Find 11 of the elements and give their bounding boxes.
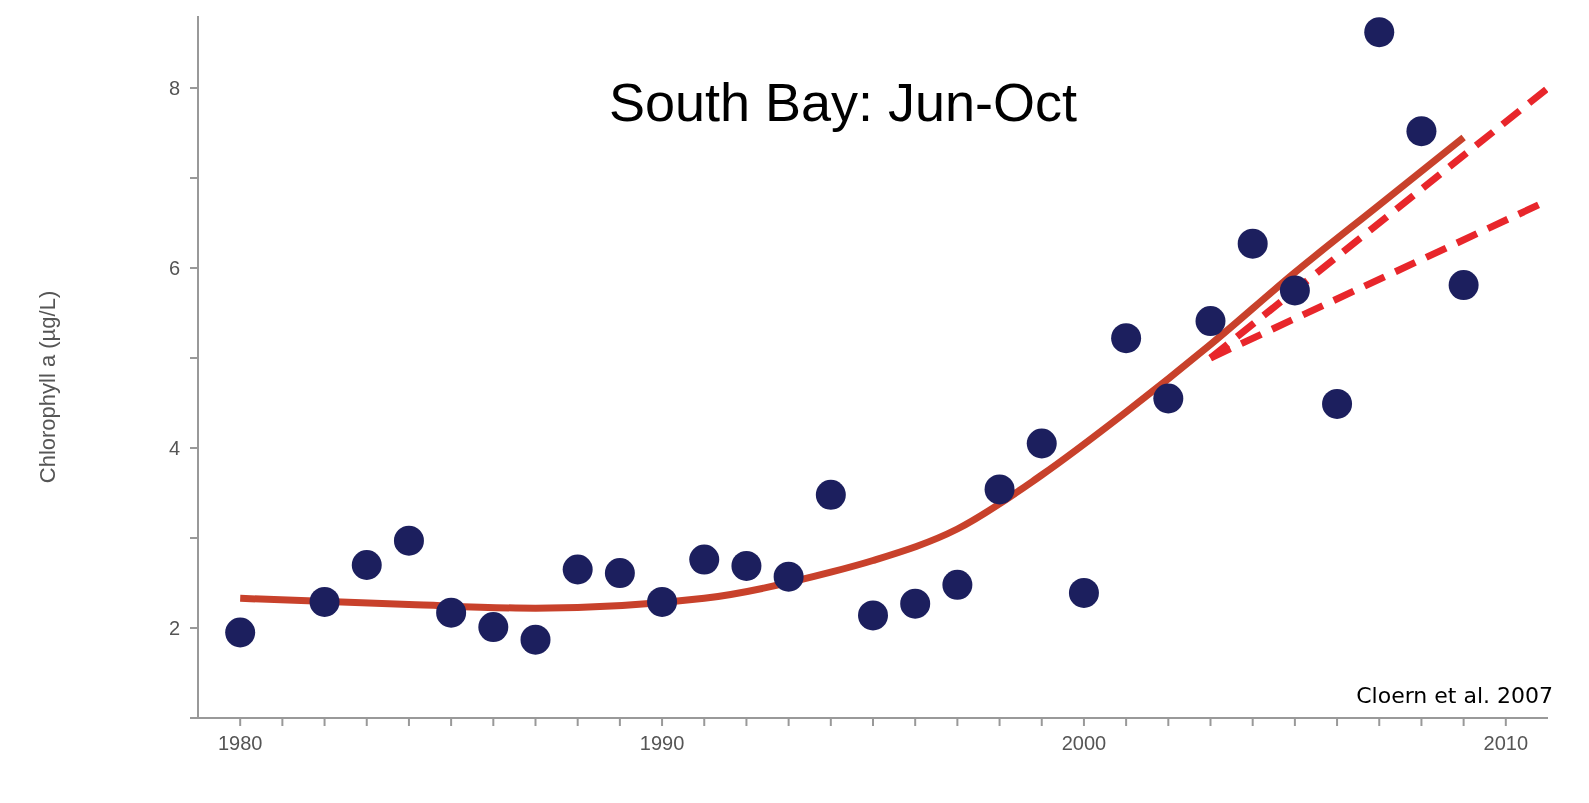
y-tick-label: 6 <box>168 257 180 279</box>
y-tick-label: 4 <box>168 437 180 459</box>
x-tick-label: 1990 <box>639 732 685 754</box>
x-tick-label: 1980 <box>217 732 263 754</box>
y-tick-label: 2 <box>168 617 180 639</box>
annotation: Cloern et al. 2007 <box>1356 683 1553 708</box>
y-tick-label: 8 <box>168 77 180 99</box>
text: South Bay: Jun-Oct <box>608 72 1078 132</box>
x-tick-label: 2000 <box>1061 732 1107 754</box>
x-tick-label: 2010 <box>1483 732 1529 754</box>
y-axis-title: Chlorophyll a (µg/L) <box>35 290 61 484</box>
